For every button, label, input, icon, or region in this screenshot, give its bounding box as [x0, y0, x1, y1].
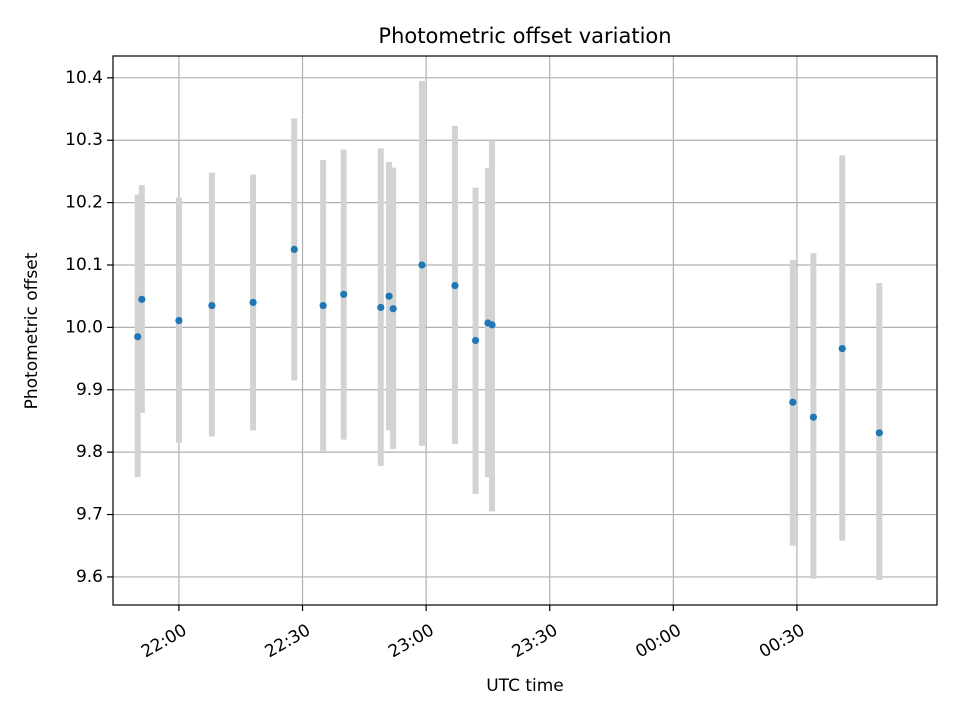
y-tick-label: 9.8 — [76, 442, 103, 462]
data-point — [138, 295, 146, 303]
y-tick-label: 9.6 — [76, 567, 103, 587]
y-tick-label: 9.7 — [76, 505, 103, 525]
data-point — [471, 336, 480, 345]
data-point — [389, 305, 397, 313]
y-tick-label: 10.0 — [65, 317, 103, 337]
data-point — [319, 301, 327, 310]
data-point — [838, 344, 846, 353]
y-tick-label: 10.3 — [65, 130, 103, 150]
data-point — [377, 303, 385, 312]
data-point — [809, 413, 818, 421]
data-point — [340, 290, 348, 298]
y-tick-label: 9.9 — [76, 380, 103, 400]
data-point — [249, 298, 257, 307]
data-point — [451, 281, 459, 290]
y-tick-label: 10.4 — [65, 68, 103, 88]
data-point — [875, 429, 883, 437]
data-point — [488, 321, 496, 329]
data-point — [385, 292, 393, 300]
data-point — [134, 333, 142, 341]
data-points — [134, 245, 883, 437]
data-point — [789, 398, 797, 406]
y-tick-label: 10.1 — [65, 255, 103, 275]
data-point — [175, 316, 183, 325]
y-tick-label: 10.2 — [65, 193, 103, 213]
y-axis-title: Photometric offset — [22, 252, 42, 409]
data-point — [418, 261, 426, 269]
x-axis-title: UTC time — [486, 676, 564, 696]
data-point — [290, 245, 298, 253]
data-point — [208, 301, 216, 310]
plot-frame — [112, 55, 938, 606]
chart-title: Photometric offset variation — [378, 24, 671, 48]
grid — [113, 56, 937, 605]
